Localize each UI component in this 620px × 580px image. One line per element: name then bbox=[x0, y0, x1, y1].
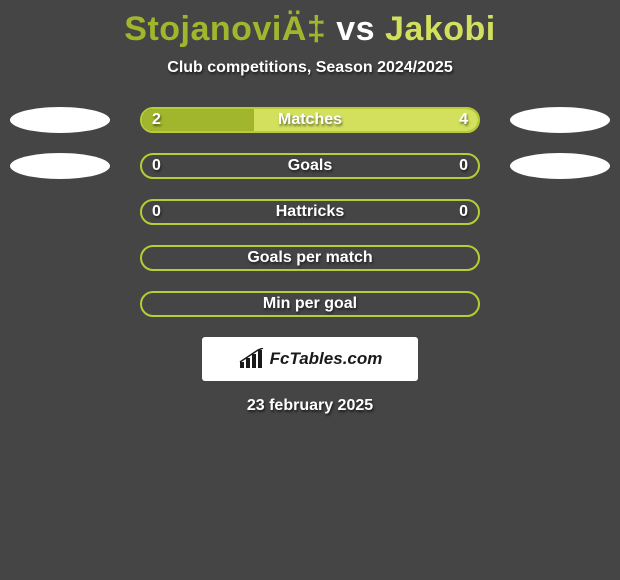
stat-label: Goals per match bbox=[142, 247, 478, 269]
stat-bar: Min per goal bbox=[140, 291, 480, 317]
page-title: StojanoviÄ‡ vs Jakobi bbox=[0, 0, 620, 49]
stat-value-player1: 0 bbox=[152, 155, 161, 177]
stat-row: Min per goal bbox=[0, 291, 620, 317]
player2-badge bbox=[510, 153, 610, 179]
bar-fill-player2 bbox=[254, 109, 478, 131]
stats-rows: 24Matches00Goals00HattricksGoals per mat… bbox=[0, 107, 620, 317]
stat-value-player2: 0 bbox=[459, 201, 468, 223]
player2-badge bbox=[510, 107, 610, 133]
stat-label: Goals bbox=[142, 155, 478, 177]
stat-label: Hattricks bbox=[142, 201, 478, 223]
stat-value-player2: 4 bbox=[459, 109, 468, 131]
site-attribution: FcTables.com bbox=[202, 337, 418, 381]
chart-icon bbox=[238, 348, 264, 370]
date-label: 23 february 2025 bbox=[0, 397, 620, 415]
subtitle: Club competitions, Season 2024/2025 bbox=[0, 59, 620, 77]
player2-name: Jakobi bbox=[385, 10, 496, 48]
player1-name: StojanoviÄ‡ bbox=[124, 10, 326, 48]
stat-label: Min per goal bbox=[142, 293, 478, 315]
site-name: FcTables.com bbox=[270, 349, 383, 369]
stat-row: Goals per match bbox=[0, 245, 620, 271]
stat-row: 0 0Goals bbox=[0, 153, 620, 179]
vs-text: vs bbox=[336, 10, 375, 48]
stat-value-player1: 2 bbox=[152, 109, 161, 131]
player1-badge bbox=[10, 153, 110, 179]
stat-value-player2: 0 bbox=[459, 155, 468, 177]
player1-badge bbox=[10, 107, 110, 133]
stat-value-player1: 0 bbox=[152, 201, 161, 223]
stat-row: 0 0Hattricks bbox=[0, 199, 620, 225]
stat-bar: Goals per match bbox=[140, 245, 480, 271]
stat-bar: 0 0Hattricks bbox=[140, 199, 480, 225]
stat-bar: 24Matches bbox=[140, 107, 480, 133]
stat-row: 24Matches bbox=[0, 107, 620, 133]
stat-bar: 0 0Goals bbox=[140, 153, 480, 179]
